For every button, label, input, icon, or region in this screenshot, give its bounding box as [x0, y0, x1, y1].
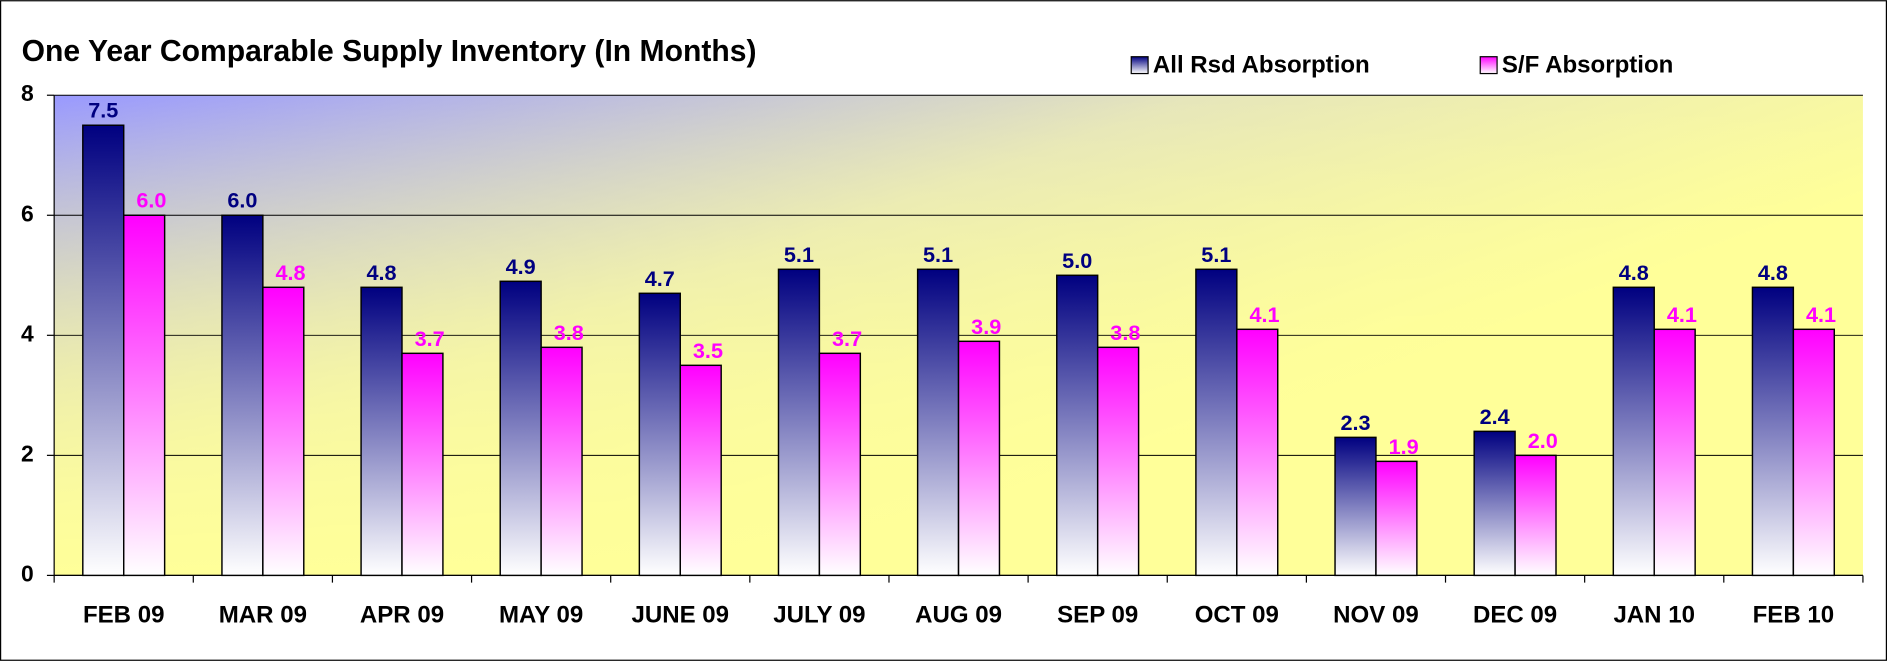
x-tick-label: APR 09: [360, 602, 444, 629]
bar: [679, 364, 722, 577]
chart-title: One Year Comparable Supply Inventory (In…: [22, 35, 757, 68]
bar: [262, 286, 305, 577]
value-label: 4.8: [1758, 260, 1788, 285]
bar: [1334, 436, 1377, 577]
value-label: 3.8: [554, 320, 584, 345]
bar: [818, 352, 862, 577]
x-tick-label: AUG 09: [915, 602, 1002, 629]
bar: [540, 346, 583, 577]
bar: [1056, 274, 1099, 577]
bar: [1375, 460, 1418, 577]
bar: [1514, 454, 1557, 577]
bar: [1653, 328, 1696, 577]
x-tick-label: MAR 09: [219, 602, 307, 629]
value-label: 6.0: [136, 188, 166, 213]
x-tick-label: SEP 09: [1057, 602, 1138, 629]
x-tick-label: JULY 09: [773, 602, 865, 629]
value-label: 7.5: [88, 98, 118, 123]
value-label: 5.0: [1062, 248, 1092, 273]
bar: [1751, 286, 1795, 577]
bar: [123, 214, 166, 577]
value-label: 4.8: [275, 260, 305, 285]
legend-label: All Rsd Absorption: [1153, 52, 1370, 79]
legend-swatch: [1130, 56, 1149, 75]
bar: [1195, 268, 1238, 577]
y-tick-label: 6: [21, 200, 34, 226]
y-tick-label: 2: [21, 440, 34, 466]
value-label: 4.7: [645, 266, 675, 291]
y-tick-label: 4: [21, 320, 34, 346]
bar: [777, 268, 821, 577]
x-tick-label: OCT 09: [1195, 602, 1279, 629]
bar: [499, 280, 542, 577]
bar: [221, 214, 264, 577]
bar: [957, 340, 1001, 577]
x-tick-label: FEB 10: [1753, 602, 1835, 629]
value-label: 3.7: [415, 326, 445, 351]
value-label: 3.5: [693, 338, 723, 363]
value-label: 4.1: [1806, 302, 1836, 327]
y-tick-label: 8: [21, 80, 34, 106]
bar: [1612, 286, 1655, 577]
bar: [1473, 430, 1516, 577]
value-label: 5.1: [923, 242, 953, 267]
x-tick-label: FEB 09: [83, 602, 165, 629]
x-tick-label: MAY 09: [499, 602, 583, 629]
bar: [916, 268, 960, 577]
bar: [1096, 346, 1140, 577]
value-label: 2.4: [1480, 404, 1510, 429]
value-label: 2.0: [1528, 428, 1558, 453]
bar: [82, 124, 125, 577]
value-label: 4.1: [1667, 302, 1697, 327]
value-label: 6.0: [227, 188, 257, 213]
x-tick-label: JAN 10: [1613, 602, 1695, 629]
x-tick-label: JUNE 09: [631, 602, 729, 629]
value-label: 4.8: [366, 260, 396, 285]
value-label: 5.1: [1201, 242, 1231, 267]
value-label: 5.1: [784, 242, 814, 267]
bar: [1792, 328, 1836, 577]
legend-label: S/F Absorption: [1502, 52, 1673, 79]
bar: [638, 292, 681, 577]
x-tick-label: DEC 09: [1473, 602, 1557, 629]
bar: [1236, 328, 1279, 577]
value-label: 3.8: [1110, 320, 1140, 345]
x-tick-label: NOV 09: [1333, 602, 1419, 629]
bar: [360, 286, 403, 577]
value-label: 1.9: [1389, 434, 1419, 459]
legend-swatch: [1479, 56, 1498, 75]
value-label: 4.8: [1619, 260, 1649, 285]
y-tick-label: 0: [21, 560, 34, 586]
value-label: 3.7: [832, 326, 862, 351]
bar: [401, 352, 444, 577]
value-label: 4.9: [506, 254, 536, 279]
value-label: 3.9: [971, 314, 1001, 339]
value-label: 4.1: [1249, 302, 1279, 327]
value-label: 2.3: [1340, 410, 1370, 435]
